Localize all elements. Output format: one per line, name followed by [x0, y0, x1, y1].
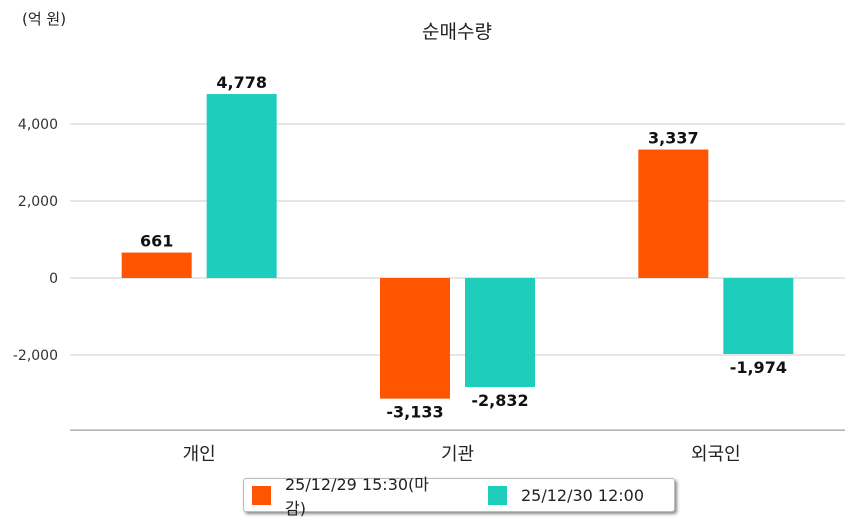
- bar-개인-series-1[interactable]: [206, 94, 277, 278]
- legend: 25/12/29 15:30(마감) 25/12/30 12:00: [243, 475, 675, 518]
- unit-label: (억 원): [22, 10, 66, 28]
- data-label: -2,832: [471, 391, 528, 410]
- x-tick-label: 개인: [183, 444, 216, 465]
- x-tick-label: 외국인: [691, 444, 741, 465]
- y-tick-label: 0: [49, 271, 58, 287]
- legend-label: 25/12/30 12:00: [520, 485, 645, 505]
- data-label: 4,778: [216, 73, 267, 92]
- y-tick-label: 2,000: [18, 194, 58, 210]
- data-label: 3,337: [648, 129, 699, 148]
- legend-swatch: [252, 485, 271, 505]
- bar-개인-series-0[interactable]: [121, 252, 192, 278]
- y-tick-label: 4,000: [18, 117, 58, 133]
- x-tick-label: 기관: [441, 444, 474, 465]
- data-label: -1,974: [730, 358, 787, 377]
- bar-기관-series-1[interactable]: [465, 278, 535, 388]
- legend-label: 25/12/29 15:30(마감): [285, 475, 430, 518]
- chart-title: 순매수량: [422, 21, 492, 43]
- bar-외국인-series-1[interactable]: [723, 278, 794, 354]
- y-tick-label: -2,000: [13, 348, 58, 364]
- legend-item-series-1[interactable]: 25/12/30 12:00: [487, 485, 645, 505]
- legend-item-series-0[interactable]: 25/12/29 15:30(마감): [252, 471, 450, 519]
- data-label: 661: [140, 232, 173, 251]
- data-label: -3,133: [386, 403, 443, 422]
- legend-swatch: [487, 485, 507, 505]
- bar-외국인-series-0[interactable]: [638, 149, 709, 278]
- bar-기관-series-0[interactable]: [380, 278, 450, 399]
